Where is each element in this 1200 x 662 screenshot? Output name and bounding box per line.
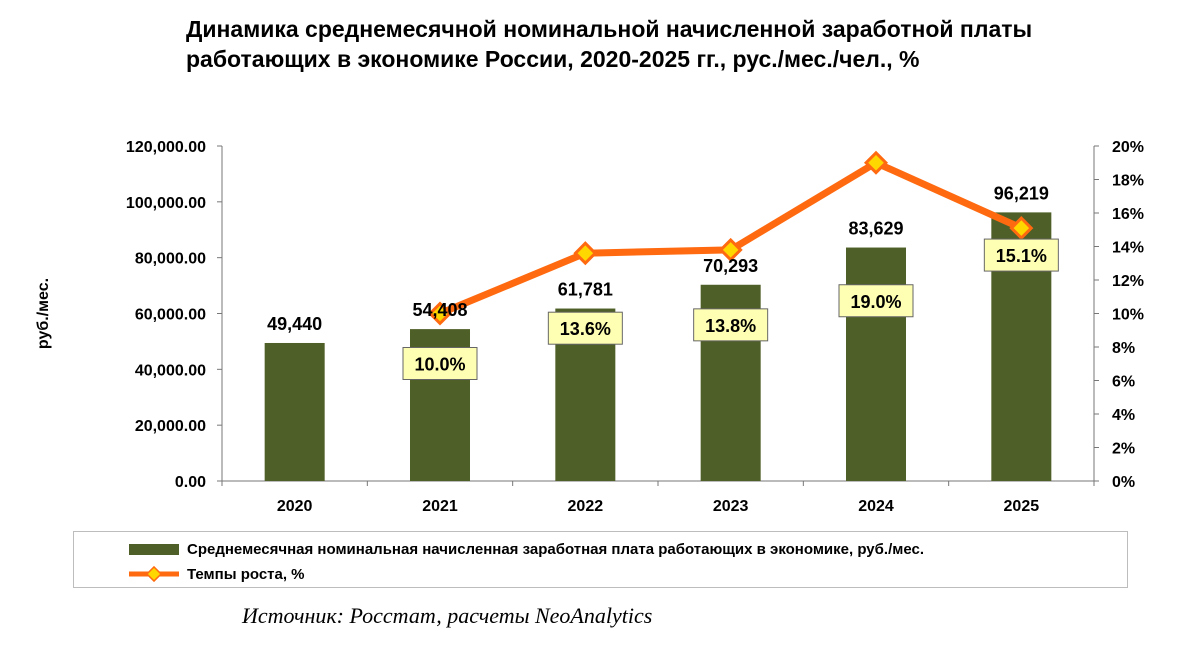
y-tick-label-right: 20% <box>1112 139 1144 156</box>
x-tick-label: 2021 <box>422 498 458 515</box>
x-tick-label: 2022 <box>568 498 604 515</box>
y-tick-label-right: 12% <box>1112 273 1144 290</box>
y-tick-label-left: 40,000.00 <box>135 362 206 379</box>
growth-label-box <box>983 238 1059 272</box>
legend-label-growth: Темпы роста, % <box>187 565 305 583</box>
bar-value-label: 70,293 <box>703 256 758 276</box>
bar-value-label: 61,781 <box>558 280 613 300</box>
bar <box>846 247 906 481</box>
chart-title: Динамика среднемесячной номинальной начи… <box>186 14 1186 74</box>
y-tick-label-right: 10% <box>1112 307 1144 324</box>
growth-marker <box>1009 216 1034 241</box>
y-tick-label-right: 4% <box>1112 407 1135 424</box>
y-tick-label-left: 0.00 <box>175 474 206 491</box>
y-tick-label-left: 100,000.00 <box>126 195 206 212</box>
chart-legend: Среднемесячная номинальная начисленная з… <box>73 531 1128 588</box>
growth-marker <box>863 150 889 175</box>
y-tick-label-right: 8% <box>1112 340 1135 357</box>
y-tick-label-left: 120,000.00 <box>126 139 206 156</box>
bar-value-label: 83,629 <box>848 219 903 239</box>
growth-label-box <box>402 347 478 380</box>
x-tick-label: 2025 <box>1004 498 1040 515</box>
growth-marker <box>427 301 453 326</box>
growth-label-box <box>838 284 914 318</box>
legend-swatch-bar <box>129 543 179 555</box>
growth-marker <box>718 237 743 262</box>
y-tick-label-right: 14% <box>1112 240 1144 257</box>
bar-value-label: 49,440 <box>267 314 322 334</box>
y-tick-label-right: 0% <box>1112 474 1135 491</box>
growth-value-label: 13.6% <box>560 319 611 339</box>
bar <box>264 342 325 481</box>
y-tick-label-right: 6% <box>1112 374 1135 391</box>
growth-value-label: 15.1% <box>996 246 1047 266</box>
growth-label-box <box>547 311 623 345</box>
y-tick-label-left: 80,000.00 <box>135 251 206 268</box>
legend-entry-growth: Темпы роста, % <box>129 563 305 585</box>
y-tick-label-right: 2% <box>1112 441 1135 458</box>
legend-swatch-line <box>129 565 179 583</box>
bar-value-label: 54,408 <box>412 300 467 320</box>
legend-entry-salary: Среднемесячная номинальная начисленная з… <box>129 538 924 560</box>
growth-marker <box>573 241 598 266</box>
chart-title-line-2: работающих в экономике России, 2020-2025… <box>186 46 920 72</box>
y-tick-label-right: 16% <box>1112 206 1144 223</box>
y-axis-title: руб./мес. <box>35 278 52 349</box>
x-tick-label: 2020 <box>277 498 313 515</box>
chart-plot: 0.00 20,000.00 40,000.00 60,000.00 80,000.00… <box>35 139 1144 515</box>
growth-value-label: 13.8% <box>705 316 756 336</box>
x-tick-label: 2024 <box>858 498 894 515</box>
y-tick-label-left: 60,000.00 <box>135 307 206 324</box>
x-tick-label: 2023 <box>713 498 749 515</box>
y-tick-label-right: 18% <box>1112 173 1144 190</box>
source-note: Источник: Росстат, расчеты NeoAnalytics <box>242 603 653 628</box>
chart-title-line-1: Динамика среднемесячной номинальной начи… <box>186 16 1033 42</box>
y-tick-label-left: 20,000.00 <box>135 418 206 435</box>
bar-value-label: 96,219 <box>994 183 1049 203</box>
growth-value-label: 10.0% <box>414 355 465 375</box>
growth-value-label: 19.0% <box>850 292 901 312</box>
legend-label-salary: Среднемесячная номинальная начисленная з… <box>187 540 924 558</box>
growth-label-box <box>693 308 769 342</box>
